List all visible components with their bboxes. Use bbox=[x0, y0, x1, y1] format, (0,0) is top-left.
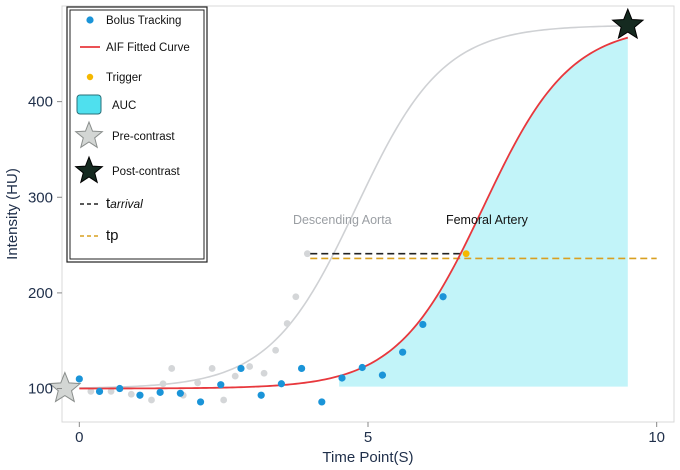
legend-trigger-symbol bbox=[86, 73, 94, 81]
legend: Bolus Tracking AIF Fitted Curve Trigger AUC… bbox=[66, 6, 208, 263]
bolus-tracking-point bbox=[298, 364, 306, 373]
descending-aorta-point bbox=[272, 346, 280, 354]
legend-label-post: Post-contrast bbox=[112, 166, 181, 178]
annotation-label: Femoral Artery bbox=[446, 213, 529, 227]
fitted-curve-layer bbox=[79, 36, 629, 390]
auc-area bbox=[339, 37, 628, 387]
legend-auc-symbol bbox=[76, 94, 102, 115]
bolus-tracking-point bbox=[338, 374, 346, 382]
descending-aorta-point bbox=[107, 387, 115, 395]
aif-fitted-curve bbox=[79, 36, 629, 390]
y-tick-label: 200 bbox=[28, 285, 53, 302]
pre-contrast-star bbox=[48, 371, 82, 403]
descending-aorta-point bbox=[283, 320, 291, 327]
descending-aorta-point bbox=[194, 379, 202, 387]
legend-items: Bolus Tracking AIF Fitted Curve Trigger AUC… bbox=[74, 15, 190, 244]
legend-label-bolus: Bolus Tracking bbox=[106, 15, 181, 27]
bolus-tracking-point bbox=[136, 391, 144, 399]
x-axis-title: Time Point(S) bbox=[322, 449, 413, 466]
descending-aorta-point bbox=[208, 365, 216, 372]
bolus-tracking-point bbox=[419, 320, 427, 329]
bolus-tracking-point bbox=[116, 384, 124, 393]
legend-label-pre: Pre-contrast bbox=[112, 131, 175, 143]
bolus-tracking-point bbox=[237, 364, 245, 373]
bolus-tracking-point bbox=[318, 398, 326, 406]
descending-aorta-point bbox=[127, 390, 135, 398]
x-tick-label: 0 bbox=[75, 429, 83, 446]
legend-label-tp: tp bbox=[106, 227, 119, 244]
x-tick-label: 5 bbox=[364, 429, 372, 446]
legend-label-subscript: arrival bbox=[110, 197, 143, 211]
y-tick-label: 100 bbox=[28, 381, 53, 398]
bolus-tracking-point bbox=[196, 398, 205, 406]
bolus-tracking-point bbox=[399, 348, 407, 356]
descending-aorta-point bbox=[260, 369, 268, 377]
legend-post-contrast-symbol bbox=[74, 155, 104, 184]
descending-aorta-point bbox=[87, 387, 95, 395]
reference-lines-layer bbox=[310, 252, 657, 260]
descending-aorta-point bbox=[220, 396, 228, 404]
legend-box-inner bbox=[69, 9, 205, 260]
y-axis-title: Intensity (HU) bbox=[4, 168, 21, 260]
descending-aorta-point bbox=[246, 363, 254, 370]
star-markers-layer bbox=[48, 7, 645, 403]
legend-label-fitted: AIF Fitted Curve bbox=[106, 42, 190, 54]
descending-aorta-point bbox=[148, 396, 155, 404]
bolus-tracking-point bbox=[277, 380, 285, 388]
annotation-label: Descending Aorta bbox=[293, 213, 392, 227]
auc-layer bbox=[339, 37, 628, 387]
legend-label-trigger: Trigger bbox=[106, 72, 142, 84]
bolus-points-layer bbox=[75, 293, 447, 406]
bolus-tracking-point bbox=[95, 387, 104, 395]
annotations-layer: Descending Aorta Femoral Artery bbox=[293, 213, 529, 227]
descending-aorta-point bbox=[292, 293, 300, 301]
descending-aorta-point bbox=[303, 250, 311, 258]
legend-label-auc: AUC bbox=[112, 100, 136, 112]
trigger-point bbox=[462, 250, 470, 258]
descending-aorta-point bbox=[231, 372, 239, 380]
bolus-tracking-point bbox=[257, 391, 265, 399]
bolus-tracking-point bbox=[378, 371, 387, 379]
descending-aorta-point bbox=[159, 380, 167, 388]
legend-pre-contrast-symbol bbox=[74, 120, 104, 149]
y-axis-ticks: 100 200 300 400 bbox=[28, 94, 62, 398]
x-axis-ticks: 0 5 10 bbox=[75, 422, 665, 446]
descending-aorta-point bbox=[168, 365, 176, 372]
descending-aorta-curve-layer bbox=[79, 25, 628, 389]
bolus-tracking-point bbox=[439, 293, 447, 301]
y-tick-label: 400 bbox=[28, 94, 53, 111]
descending-aorta-curve bbox=[79, 25, 628, 389]
bolus-tracking-point bbox=[358, 363, 366, 372]
bolus-tracking-point bbox=[217, 381, 225, 389]
bolus-tracking-point bbox=[75, 375, 83, 383]
bolus-tracking-point bbox=[176, 389, 184, 397]
trigger-layer bbox=[462, 250, 470, 258]
descending-aorta-points-layer bbox=[87, 250, 311, 404]
y-tick-label: 300 bbox=[28, 189, 53, 206]
post-contrast-star bbox=[611, 7, 645, 40]
legend-bolus-symbol bbox=[86, 16, 94, 24]
bolus-tracking-point bbox=[156, 388, 164, 396]
x-tick-label: 10 bbox=[648, 429, 665, 446]
legend-label-arrival: tarrival bbox=[106, 195, 143, 212]
